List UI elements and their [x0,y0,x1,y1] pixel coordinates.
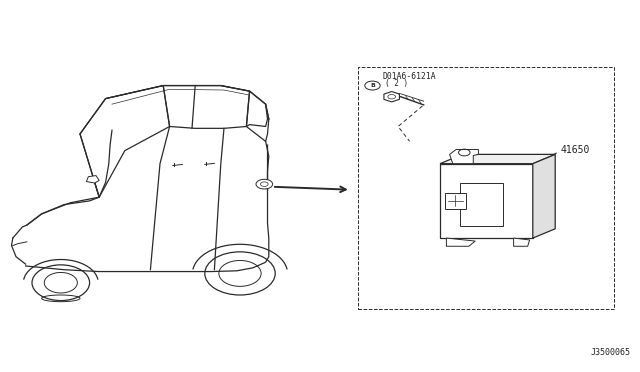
Circle shape [256,179,273,189]
Polygon shape [86,176,99,183]
Polygon shape [440,164,532,238]
Polygon shape [514,238,530,246]
Text: D01A6-6121A: D01A6-6121A [383,72,436,81]
Text: J3500065: J3500065 [590,348,630,357]
Text: ( 2 ): ( 2 ) [385,79,408,88]
Text: 41650: 41650 [561,145,589,155]
Polygon shape [447,238,476,246]
Polygon shape [450,150,479,164]
Bar [445,193,466,209]
Text: B: B [370,83,375,88]
Polygon shape [440,154,556,164]
Polygon shape [384,92,399,102]
Polygon shape [532,154,556,238]
Bar [461,183,503,226]
